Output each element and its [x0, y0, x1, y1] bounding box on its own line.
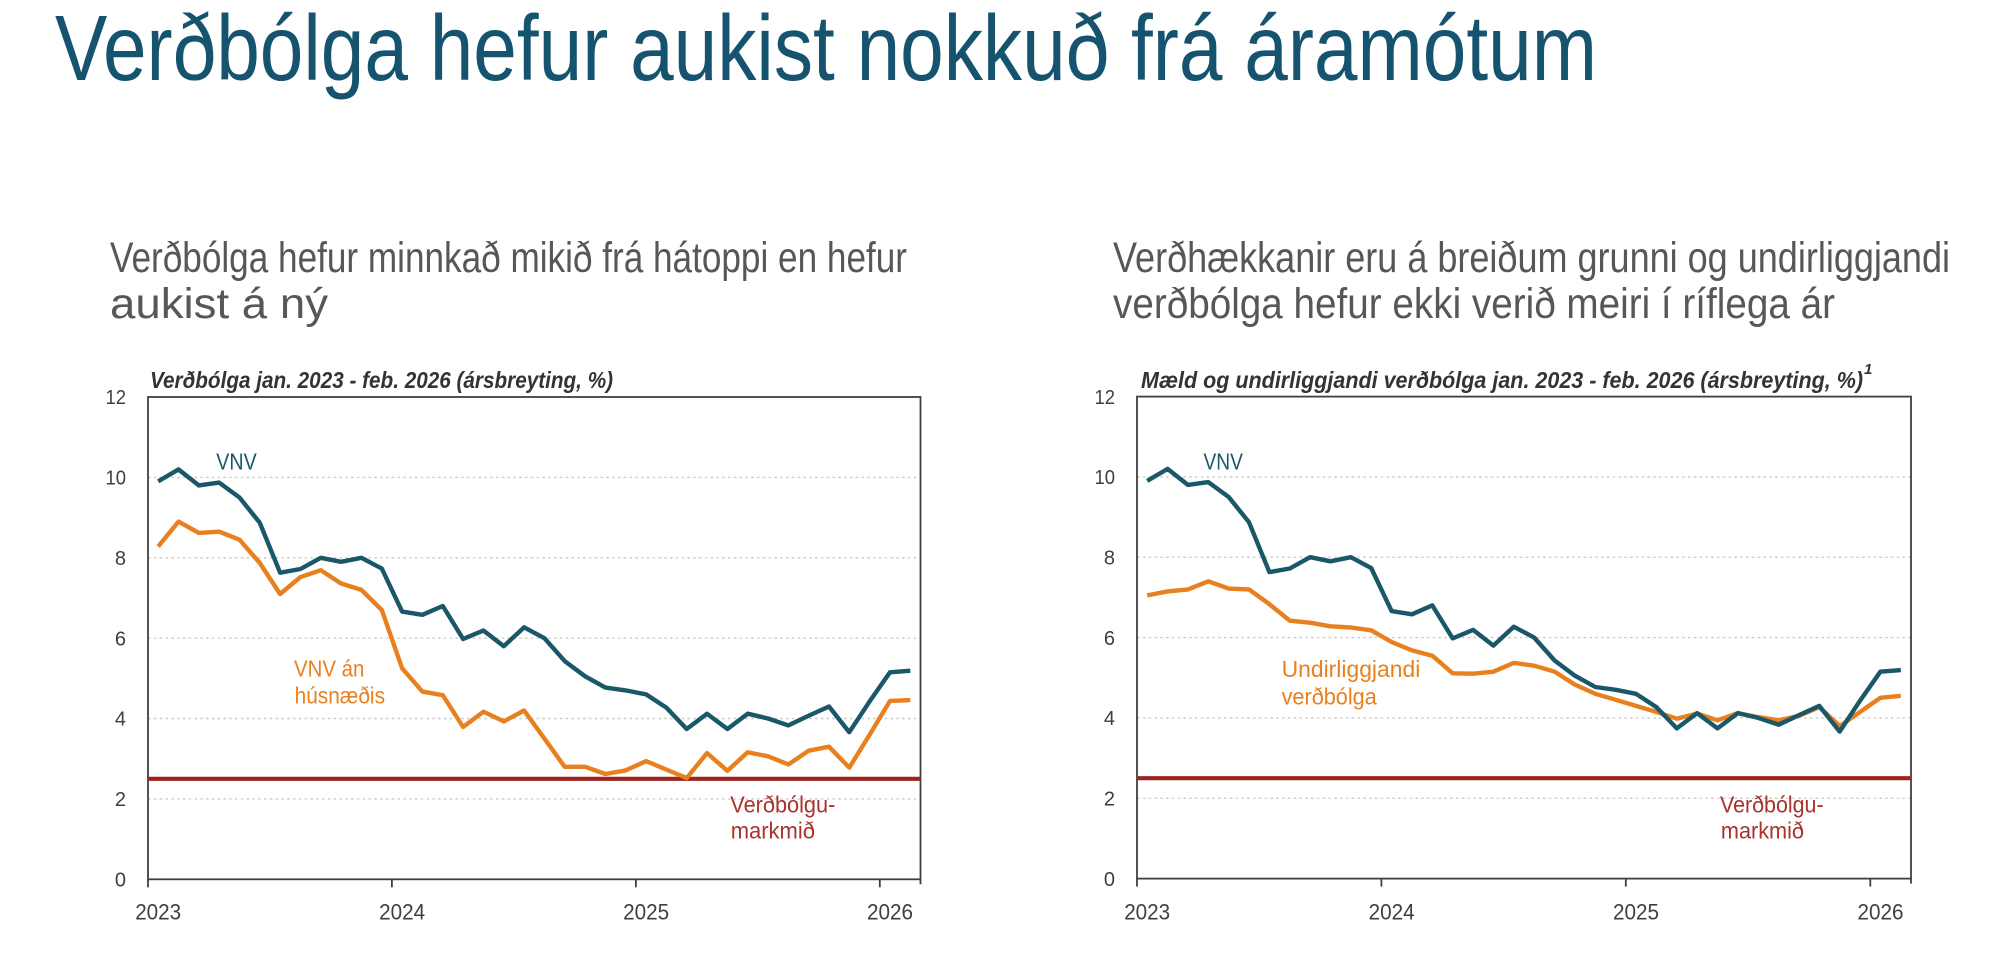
svg-text:2024: 2024	[379, 899, 425, 924]
svg-text:VNV: VNV	[1204, 449, 1244, 475]
svg-text:VNV: VNV	[216, 449, 257, 475]
svg-text:2025: 2025	[623, 899, 669, 924]
svg-text:6: 6	[1104, 628, 1115, 650]
svg-text:Undirliggjandi: Undirliggjandi	[1282, 656, 1421, 682]
svg-text:Mæld og undirliggjandi verðból: Mæld og undirliggjandi verðbólga jan. 20…	[1141, 367, 1863, 393]
svg-text:0: 0	[115, 870, 126, 892]
svg-text:6: 6	[115, 628, 126, 650]
svg-text:markmið: markmið	[1721, 818, 1804, 844]
svg-text:2: 2	[1104, 789, 1115, 811]
svg-text:4: 4	[115, 709, 126, 731]
svg-text:verðbólga hefur ekki verið mei: verðbólga hefur ekki verið meiri í rífle…	[1113, 280, 1835, 328]
svg-text:8: 8	[1104, 547, 1115, 569]
svg-text:Verðbólga hefur minnkað mikið: Verðbólga hefur minnkað mikið frá hátopp…	[110, 234, 907, 282]
svg-text:Verðbólgu-: Verðbólgu-	[730, 792, 835, 818]
svg-text:8: 8	[115, 548, 126, 570]
svg-text:4: 4	[1104, 708, 1115, 730]
svg-text:verðbólga: verðbólga	[1282, 683, 1377, 709]
svg-text:1: 1	[1864, 361, 1872, 378]
svg-text:10: 10	[1095, 467, 1116, 489]
svg-text:10: 10	[106, 468, 127, 490]
svg-text:2026: 2026	[1858, 899, 1904, 924]
svg-text:aukist á ný: aukist á ný	[110, 280, 329, 328]
svg-text:Verðbólga jan. 2023 - feb. 202: Verðbólga jan. 2023 - feb. 2026 (ársbrey…	[150, 367, 613, 393]
svg-text:2023: 2023	[135, 899, 181, 924]
svg-text:2: 2	[115, 789, 126, 811]
svg-text:Verðbólgu-: Verðbólgu-	[1720, 792, 1824, 818]
svg-text:Verðhækkanir eru á breiðum gru: Verðhækkanir eru á breiðum grunni og und…	[1113, 234, 1950, 282]
svg-text:12: 12	[106, 387, 127, 409]
svg-text:2025: 2025	[1613, 899, 1659, 924]
svg-text:2024: 2024	[1369, 899, 1415, 924]
svg-text:markmið: markmið	[731, 818, 815, 844]
svg-text:12: 12	[1095, 387, 1116, 409]
svg-text:2023: 2023	[1124, 899, 1170, 924]
svg-text:2026: 2026	[867, 899, 913, 924]
svg-text:VNV án: VNV án	[294, 655, 364, 681]
svg-text:Verðbólga hefur aukist nokkuð: Verðbólga hefur aukist nokkuð frá áramót…	[55, 0, 1597, 100]
svg-text:húsnæðis: húsnæðis	[295, 683, 385, 709]
svg-text:0: 0	[1104, 869, 1115, 891]
